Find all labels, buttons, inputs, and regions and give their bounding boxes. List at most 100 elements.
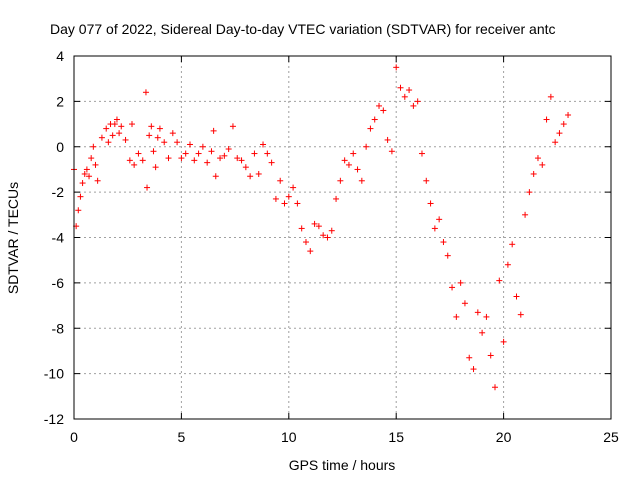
data-point [290, 184, 297, 191]
data-point [380, 107, 387, 114]
data-point [440, 239, 447, 246]
data-point [298, 225, 305, 232]
data-point [354, 166, 361, 173]
data-point [210, 127, 217, 134]
data-point [320, 232, 327, 239]
data-point [83, 166, 90, 173]
data-point [178, 155, 185, 162]
data-point [487, 352, 494, 359]
data-point [75, 207, 82, 214]
data-point [337, 177, 344, 184]
data-point [152, 164, 159, 171]
data-point [229, 123, 236, 130]
data-point [88, 155, 95, 162]
data-point [543, 116, 550, 123]
ticks [73, 55, 612, 420]
data-point [208, 148, 215, 155]
data-point [90, 143, 97, 150]
data-point [161, 139, 168, 146]
data-point [238, 157, 245, 164]
data-point [234, 155, 241, 162]
data-point [517, 311, 524, 318]
data-point [182, 150, 189, 157]
data-point [128, 121, 135, 128]
data-point [457, 279, 464, 286]
data-point [105, 139, 112, 146]
data-point [204, 159, 211, 166]
data-point [376, 102, 383, 109]
data-point [513, 293, 520, 300]
data-point [199, 143, 206, 150]
data-point [367, 125, 374, 132]
data-point [77, 193, 84, 200]
data-point [371, 116, 378, 123]
x-tick-label: 15 [388, 429, 404, 445]
data-point [436, 216, 443, 223]
data-point [225, 146, 232, 153]
data-point [156, 125, 163, 132]
data-point [350, 150, 357, 157]
data-point [272, 195, 279, 202]
x-axis-label: GPS time / hours [289, 457, 396, 473]
tick-labels: 0 5 10 15 20 25 -12 -10 -8 -6 -4 -2 0 2 4 [44, 48, 619, 445]
data-point [281, 200, 288, 207]
data-point [122, 136, 129, 143]
data-point [311, 220, 318, 227]
data-point [118, 123, 125, 130]
data-point [483, 313, 490, 320]
x-tick-label: 10 [281, 429, 297, 445]
data-point [92, 161, 99, 168]
data-point [195, 150, 202, 157]
data-point [526, 189, 533, 196]
data-point [401, 93, 408, 100]
y-tick-label: -2 [52, 184, 65, 200]
data-points [71, 64, 572, 391]
data-point [86, 173, 93, 180]
data-point [470, 366, 477, 373]
data-point [500, 338, 507, 345]
data-point [165, 155, 172, 162]
data-point [217, 155, 224, 162]
data-point [103, 125, 110, 132]
data-point [268, 159, 275, 166]
y-tick-label: 4 [56, 48, 64, 64]
data-point [81, 170, 88, 177]
data-point [277, 177, 284, 184]
data-point [126, 157, 133, 164]
y-tick-label: -4 [52, 230, 65, 246]
data-point [98, 134, 105, 141]
data-point [131, 161, 138, 168]
data-point [148, 123, 155, 130]
data-point [474, 309, 481, 316]
data-point [423, 177, 430, 184]
data-point [466, 354, 473, 361]
data-point [139, 157, 146, 164]
data-point [79, 180, 86, 187]
x-tick-label: 0 [70, 429, 78, 445]
data-point [427, 200, 434, 207]
data-point [345, 161, 352, 168]
data-point [307, 248, 314, 255]
data-point [221, 152, 228, 159]
data-point [260, 141, 267, 148]
y-tick-label: -6 [52, 275, 65, 291]
data-point [116, 130, 123, 137]
data-point [556, 130, 563, 137]
data-point [504, 261, 511, 268]
data-point [135, 150, 142, 157]
data-point [186, 141, 193, 148]
data-point [358, 177, 365, 184]
y-tick-label: -12 [44, 411, 64, 427]
chart-title: Day 077 of 2022, Sidereal Day-to-day VTE… [50, 21, 556, 37]
data-point [264, 150, 271, 157]
y-tick-label: -8 [52, 320, 65, 336]
data-point [461, 300, 468, 307]
data-point [302, 239, 309, 246]
data-point [444, 252, 451, 259]
data-point [363, 143, 370, 150]
data-point [539, 161, 546, 168]
data-point [388, 148, 395, 155]
x-tick-label: 25 [603, 429, 619, 445]
data-point [174, 139, 181, 146]
